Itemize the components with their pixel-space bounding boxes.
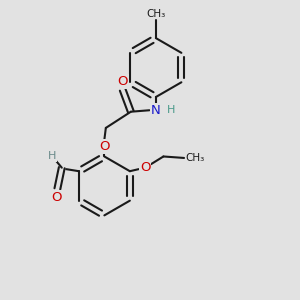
Text: O: O (117, 75, 128, 88)
Text: O: O (140, 161, 150, 174)
Text: CH₃: CH₃ (146, 9, 166, 19)
Text: CH₃: CH₃ (185, 153, 205, 163)
Text: H: H (48, 152, 56, 161)
Text: H: H (167, 105, 176, 115)
Text: O: O (52, 191, 62, 204)
Text: N: N (151, 104, 161, 117)
Text: O: O (99, 140, 110, 153)
